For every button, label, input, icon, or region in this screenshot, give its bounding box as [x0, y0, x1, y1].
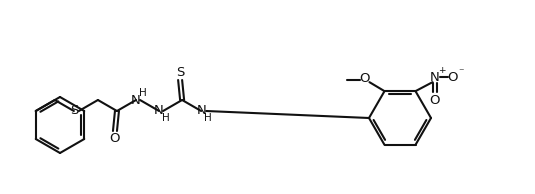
Text: H: H [139, 88, 147, 98]
Text: +: + [438, 66, 445, 75]
Text: S: S [70, 105, 78, 118]
Text: N: N [154, 105, 164, 118]
Text: N: N [430, 71, 439, 84]
Text: H: H [204, 113, 212, 123]
Text: S: S [176, 66, 184, 79]
Text: ⁻: ⁻ [459, 67, 464, 77]
Text: O: O [447, 71, 458, 84]
Text: O: O [359, 72, 370, 85]
Text: O: O [429, 94, 440, 107]
Text: O: O [110, 133, 120, 146]
Text: N: N [131, 94, 141, 107]
Text: N: N [196, 105, 206, 118]
Text: H: H [162, 113, 170, 123]
